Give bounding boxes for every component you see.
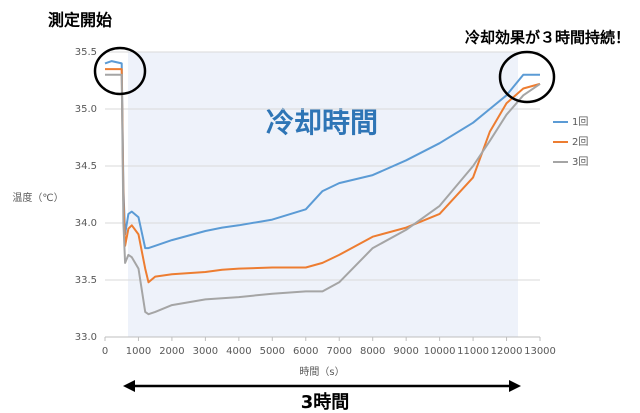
x-tick-label: 1000 bbox=[126, 346, 151, 357]
series-line bbox=[105, 68, 541, 284]
x-tick-label: 7000 bbox=[327, 346, 352, 357]
y-tick-label: 35.5 bbox=[75, 47, 97, 58]
y-tick-label: 33.0 bbox=[75, 332, 97, 343]
legend-label: 1回 bbox=[572, 116, 588, 128]
x-tick-label: 4000 bbox=[226, 346, 251, 357]
x-axis-label: 時間（s） bbox=[299, 366, 344, 378]
x-tick-label: 9000 bbox=[393, 346, 418, 357]
x-tick-label: 12000 bbox=[491, 346, 523, 357]
y-tick-label: 33.5 bbox=[75, 275, 97, 286]
legend-label: 2回 bbox=[572, 136, 588, 148]
duration-annotation: 3時間 bbox=[301, 392, 350, 413]
start-annotation: 測定開始 bbox=[48, 11, 112, 30]
y-axis-label: 温度（℃） bbox=[12, 191, 63, 204]
start-circle bbox=[93, 46, 147, 96]
x-tick-label: 3000 bbox=[193, 346, 218, 357]
end-circle bbox=[498, 50, 556, 104]
x-tick-label: 13000 bbox=[524, 346, 556, 357]
y-tick-label: 35.0 bbox=[75, 104, 97, 115]
x-tick-label: 0 bbox=[102, 346, 108, 357]
x-tick-label: 5000 bbox=[260, 346, 285, 357]
x-tick-label: 11000 bbox=[457, 346, 489, 357]
series-line bbox=[104, 60, 540, 250]
x-tick-label: 10000 bbox=[424, 346, 456, 357]
cooling-annotation: 冷却時間 bbox=[266, 106, 378, 139]
x-tick-label: 6000 bbox=[293, 346, 318, 357]
cooling-period-shade bbox=[128, 52, 518, 337]
x-tick-label: 8000 bbox=[360, 346, 385, 357]
series-line bbox=[105, 73, 541, 316]
duration-arrow bbox=[123, 380, 521, 392]
legend-label: 3回 bbox=[572, 156, 588, 168]
x-tick-label: 2000 bbox=[159, 346, 184, 357]
y-tick-label: 34.0 bbox=[75, 218, 97, 229]
effect-annotation: 冷却効果が３時間持続！ bbox=[465, 29, 630, 47]
y-tick-label: 34.5 bbox=[75, 161, 97, 172]
